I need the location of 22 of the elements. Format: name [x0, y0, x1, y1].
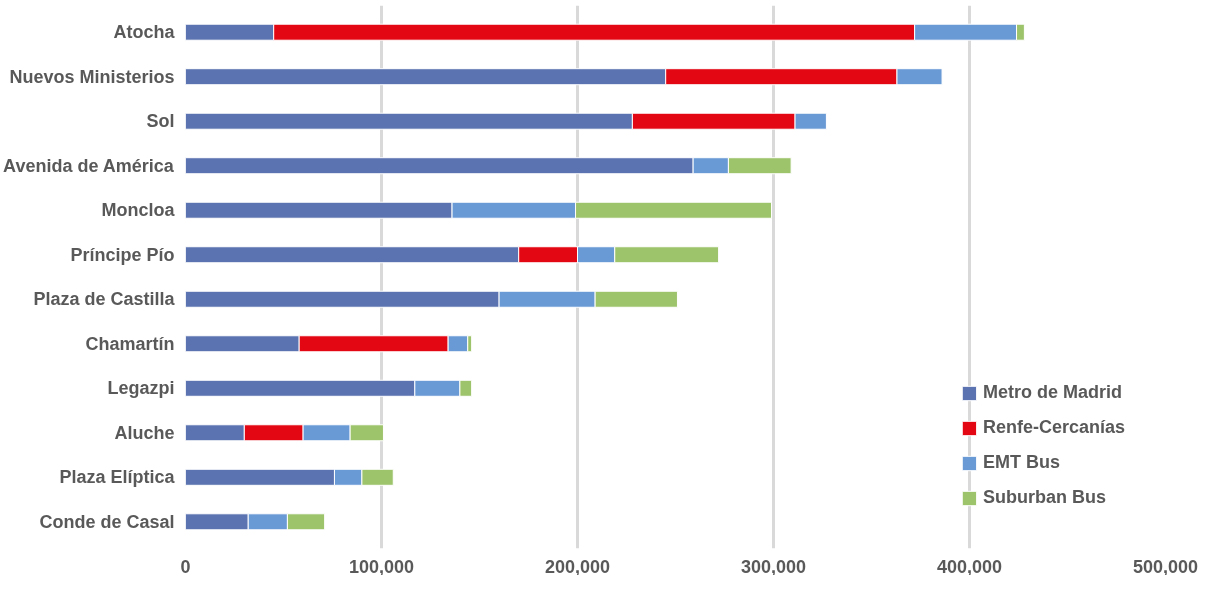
y-tick-label: Aluche	[114, 422, 175, 443]
y-tick-label: Príncipe Pío	[70, 244, 175, 265]
legend-label: Suburban Bus	[982, 487, 1106, 508]
legend-label: Metro de Madrid	[982, 382, 1122, 403]
x-tick-label: 300,000	[740, 556, 807, 577]
x-tick-label: 200,000	[544, 556, 611, 577]
legend-label: EMT Bus	[982, 452, 1060, 473]
y-tick-label: Chamartín	[85, 333, 175, 354]
y-tick-label: Sol	[146, 111, 175, 132]
legend-label: Renfe-Cercanías	[982, 417, 1125, 438]
y-tick-label: Plaza de Castilla	[33, 289, 176, 310]
y-tick-label: Atocha	[113, 22, 176, 43]
x-tick-label: 100,000	[348, 556, 415, 577]
y-tick-label: Avenida de América	[3, 155, 175, 176]
y-tick-label: Nuevos Ministerios	[9, 66, 175, 87]
x-tick-label: 0	[180, 556, 191, 577]
y-tick-label: Moncloa	[101, 200, 176, 221]
x-tick-label: 400,000	[936, 556, 1003, 577]
y-tick-label: Legazpi	[107, 378, 175, 399]
y-tick-label: Conde de Casal	[39, 511, 175, 532]
x-tick-label: 500,000	[1132, 556, 1199, 577]
y-tick-label: Plaza Elíptica	[59, 467, 176, 488]
